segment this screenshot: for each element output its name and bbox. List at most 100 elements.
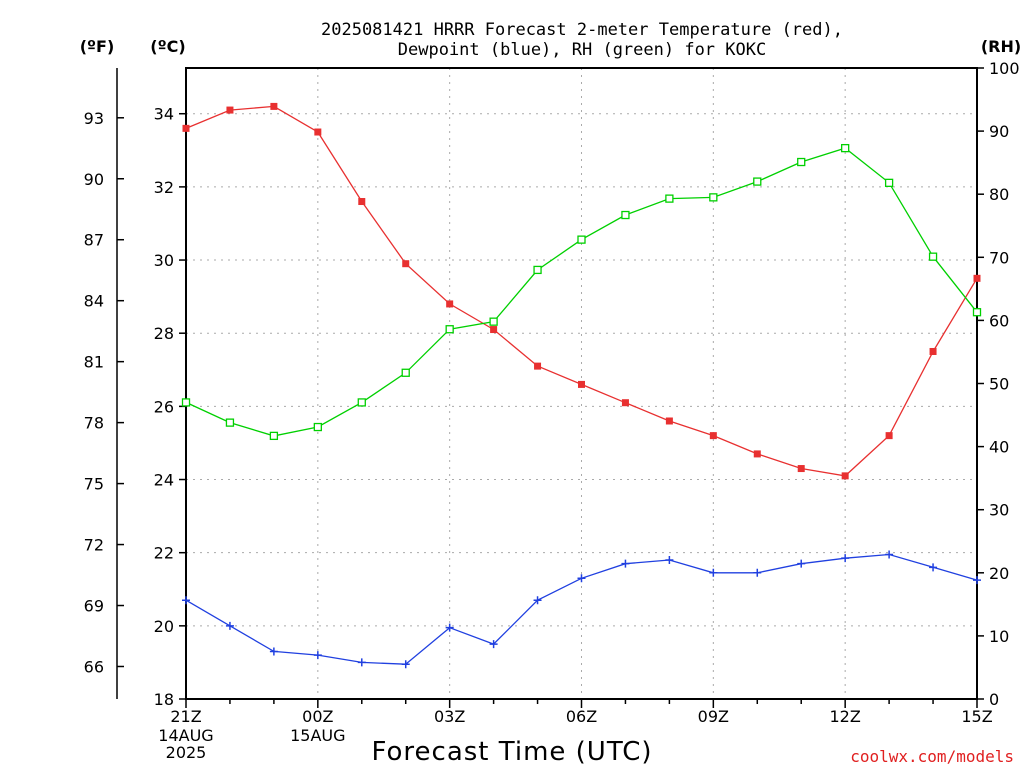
temperature-point	[226, 106, 234, 114]
series-group	[181, 102, 982, 669]
rh-point	[797, 157, 806, 167]
dewpoint-point	[841, 554, 850, 563]
rh-axis: 0 10 20 30 40 50 60 70 80 90 100	[977, 59, 1020, 709]
celsius-tick-label: 30	[154, 251, 174, 270]
time-tick-label: 09Z	[698, 707, 729, 726]
celsius-tick-label: 24	[154, 471, 174, 490]
time-tick-label: 15Z	[961, 707, 992, 726]
date-label: 2025	[166, 743, 207, 762]
rh-tick-label: 70	[989, 248, 1009, 267]
rh-point	[269, 431, 279, 441]
credit-label: coolwx.com/models	[850, 747, 1014, 766]
dewpoint-point	[621, 559, 630, 568]
fahrenheit-unit-label: (ºF)	[80, 37, 115, 56]
fahrenheit-tick-label: 66	[84, 657, 104, 676]
rh-point	[533, 265, 542, 275]
temperature-point	[270, 102, 278, 110]
temperature-point	[358, 198, 366, 206]
dewpoint-point	[973, 576, 981, 585]
rh-tick-label: 20	[989, 564, 1009, 583]
temperature-point	[490, 326, 498, 334]
time-tick-label: 06Z	[566, 707, 597, 726]
celsius-tick-label: 32	[154, 178, 174, 197]
rh-tick-label: 90	[989, 122, 1009, 141]
rh-point	[621, 210, 630, 220]
temperature-point	[314, 128, 322, 136]
rh-point	[665, 194, 674, 203]
temperature-point	[446, 300, 454, 308]
temperature-point	[665, 417, 673, 425]
celsius-tick-label: 28	[154, 324, 174, 343]
dewpoint-line	[185, 553, 978, 665]
temperature-point	[973, 274, 981, 282]
date-label: 14AUG	[158, 726, 213, 745]
rh-tick-label: 0	[989, 690, 999, 709]
temperature-point	[534, 362, 542, 370]
celsius-tick-label: 22	[154, 544, 174, 563]
dewpoint-point	[885, 550, 894, 559]
dewpoint-point	[929, 563, 938, 572]
rh-point	[313, 422, 322, 432]
fahrenheit-tick-label: 72	[84, 536, 104, 555]
rh-tick-label: 80	[989, 185, 1009, 204]
dewpoint-point	[225, 621, 234, 630]
chart-title-line1: 2025081421 HRRR Forecast 2-meter Tempera…	[321, 20, 843, 40]
rh-point	[489, 317, 498, 326]
dewpoint-point	[489, 640, 498, 649]
dewpoint-point	[577, 574, 586, 583]
rh-point	[401, 368, 410, 377]
rh-tick-label: 40	[989, 438, 1009, 457]
rh-tick-label: 10	[989, 627, 1009, 646]
temperature-point	[885, 432, 893, 440]
dewpoint-point	[357, 658, 366, 667]
fahrenheit-tick-label: 78	[84, 414, 104, 433]
temperature-point	[709, 432, 717, 440]
dewpoint-point	[269, 647, 278, 656]
fahrenheit-tick-label: 75	[84, 475, 104, 494]
fahrenheit-tick-label: 81	[84, 353, 104, 372]
fahrenheit-tick-label: 84	[84, 292, 104, 311]
fahrenheit-tick-label: 93	[84, 109, 104, 128]
temperature-point	[797, 465, 805, 473]
rh-point	[972, 308, 982, 317]
dewpoint-point	[665, 555, 674, 564]
dewpoint-point	[533, 596, 542, 605]
dewpoint-point	[797, 559, 806, 568]
rh-point	[445, 325, 454, 334]
temperature-point	[578, 380, 585, 388]
rh-tick-label: 50	[989, 375, 1009, 394]
celsius-axis: 18 20 22 24 26 28 30 32 34	[154, 105, 186, 709]
temperature-point	[753, 450, 761, 458]
rh-point	[577, 235, 586, 244]
temperature-point	[182, 124, 190, 132]
rh-point	[225, 418, 235, 427]
rh-point	[753, 177, 762, 186]
rh-tick-label: 60	[989, 311, 1009, 330]
rh-point	[841, 143, 850, 153]
time-tick-label: 03Z	[434, 707, 465, 726]
celsius-unit-label: (ºC)	[150, 37, 185, 56]
fahrenheit-tick-label: 69	[84, 597, 104, 616]
time-tick-label: 21Z	[170, 707, 201, 726]
fahrenheit-tick-label: 87	[84, 231, 104, 250]
fahrenheit-tick-label: 90	[84, 170, 104, 189]
temperature-point	[929, 347, 937, 355]
time-tick-label: 00Z	[302, 707, 333, 726]
chart-title-line2: Dewpoint (blue), RH (green) for KOKC	[398, 40, 766, 60]
rh-point	[884, 178, 894, 187]
celsius-tick-label: 34	[154, 105, 174, 124]
rh-unit-label: (RH)	[981, 37, 1021, 56]
dewpoint-point	[445, 623, 454, 632]
rh-tick-label: 30	[989, 501, 1009, 520]
celsius-tick-label: 26	[154, 397, 174, 416]
x-axis-label: Forecast Time (UTC)	[371, 737, 652, 767]
celsius-tick-label: 20	[154, 617, 174, 636]
rh-point	[181, 398, 191, 407]
temperature-line	[185, 105, 978, 477]
rh-point	[357, 398, 366, 407]
temperature-point	[621, 399, 629, 407]
temperature-point	[402, 260, 410, 268]
temperature-point	[841, 472, 849, 480]
